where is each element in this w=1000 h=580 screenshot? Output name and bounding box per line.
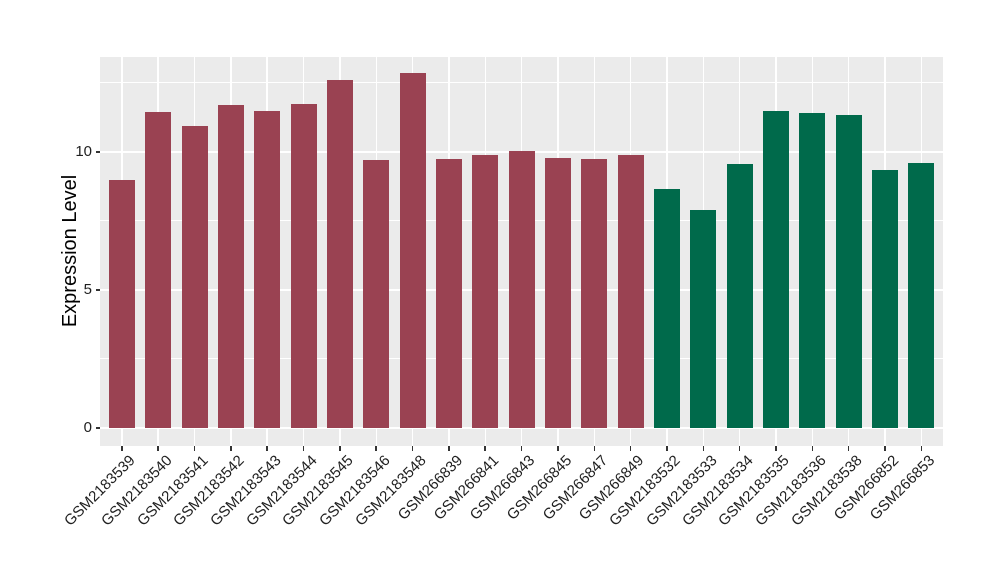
x-axis-tick: [738, 446, 741, 451]
x-axis-tick: [775, 446, 777, 451]
x-axis-tick: [557, 446, 559, 451]
x-axis-tick: [593, 446, 595, 451]
bar-GSM266845: [544, 157, 571, 428]
y-axis-tick: [95, 427, 100, 429]
bar-GSM2183541: [181, 125, 208, 428]
plot-panel: [100, 57, 943, 446]
x-axis-tick: [702, 446, 705, 451]
x-axis-tick: [920, 446, 923, 451]
bar-GSM2183544: [290, 103, 317, 428]
bar-GSM2183538: [835, 114, 862, 428]
bar-GSM266843: [508, 150, 535, 428]
y-axis-tick-label: 0: [83, 419, 92, 436]
x-axis-tick: [484, 446, 486, 451]
x-axis-tick: [302, 446, 305, 451]
bar-GSM2183532: [653, 189, 680, 428]
x-axis-tick: [811, 446, 814, 451]
bar-GSM2183539: [108, 179, 135, 428]
bar-GSM2183533: [690, 209, 717, 428]
y-axis-tick: [95, 289, 100, 291]
bar-GSM266841: [472, 154, 499, 428]
x-axis-tick: [193, 446, 196, 451]
bar-GSM2183542: [217, 105, 244, 428]
x-axis-tick: [847, 446, 850, 451]
bar-GSM2183546: [363, 160, 390, 428]
bar-GSM2183545: [326, 80, 353, 428]
bar-GSM2183534: [726, 164, 753, 428]
bar-GSM266839: [435, 158, 462, 428]
bar-GSM2183536: [799, 113, 826, 428]
x-axis-tick: [666, 446, 668, 451]
x-axis-tick: [411, 446, 414, 451]
y-axis-tick: [95, 151, 100, 153]
bar-GSM2183540: [145, 111, 172, 428]
bar-GSM266849: [617, 154, 644, 428]
bar-GSM266852: [871, 169, 898, 428]
y-axis-tick-label: 10: [75, 143, 92, 160]
bar-GSM2183543: [254, 110, 281, 428]
bar-GSM2183535: [762, 110, 789, 428]
x-axis-tick: [266, 446, 268, 451]
bar-GSM266853: [908, 163, 935, 428]
x-axis-tick: [230, 446, 232, 451]
x-axis-tick: [121, 446, 123, 451]
bar-GSM266847: [581, 158, 608, 428]
x-axis-tick: [629, 446, 632, 451]
y-axis-tick-label: 5: [83, 281, 92, 298]
x-axis-tick: [375, 446, 377, 451]
x-axis-tick: [339, 446, 341, 451]
x-axis-tick: [884, 446, 886, 451]
x-axis-tick: [448, 446, 450, 451]
x-axis-tick: [157, 446, 159, 451]
bar-GSM2183548: [399, 73, 426, 428]
x-axis-tick: [520, 446, 523, 451]
